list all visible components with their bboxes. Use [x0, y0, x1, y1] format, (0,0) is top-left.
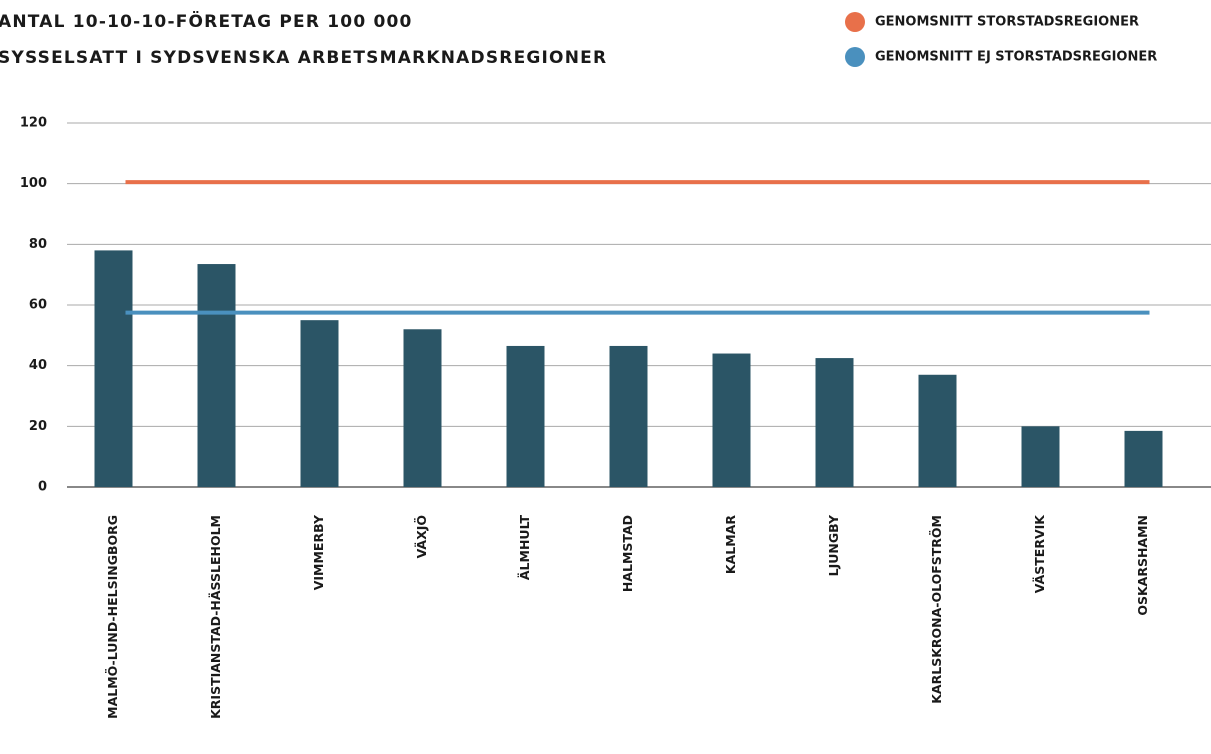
legend-marker: [845, 47, 865, 67]
bar: [815, 358, 854, 487]
y-tick-label: 20: [29, 419, 47, 434]
x-tick-label: KALMAR: [723, 515, 738, 574]
bar: [197, 264, 236, 487]
x-tick-label: ÄLMHULT: [517, 515, 532, 581]
y-tick-label: 80: [29, 237, 47, 252]
y-tick-label: 120: [20, 116, 47, 131]
chart-title: SYSSELSATT I SYDSVENSKA ARBETSMARKNADSRE…: [0, 48, 607, 68]
chart-title: ANTAL 10-10-10-FÖRETAG PER 100 000: [0, 10, 413, 32]
x-tick-label: KARLSKRONA-OLOFSTRÖM: [929, 515, 944, 704]
bar: [1021, 426, 1060, 487]
y-tick-label: 0: [38, 480, 47, 495]
bar: [403, 329, 442, 487]
y-tick-label: 40: [29, 358, 47, 373]
bar: [712, 353, 751, 487]
bar: [918, 374, 957, 487]
bar: [94, 250, 133, 487]
x-tick-label: LJUNGBY: [826, 514, 841, 576]
bar: [1124, 430, 1163, 487]
x-tick-label: VÄSTERVIK: [1032, 514, 1047, 594]
legend-label: GENOMSNITT EJ STORSTADSREGIONER: [875, 50, 1157, 65]
bar: [506, 345, 545, 487]
x-tick-label: KRISTIANSTAD-HÄSSLEHOLM: [208, 515, 223, 719]
x-tick-label: OSKARSHAMN: [1135, 515, 1150, 616]
bar: [300, 320, 339, 487]
y-tick-label: 60: [29, 298, 47, 313]
x-tick-label: VIMMERBY: [311, 514, 326, 590]
x-tick-label: MALMÖ-LUND-HELSINGBORG: [105, 515, 120, 719]
y-tick-label: 100: [20, 176, 47, 191]
x-tick-label: HALMSTAD: [620, 515, 635, 592]
bar: [609, 345, 648, 487]
legend-marker: [845, 12, 865, 32]
legend-label: GENOMSNITT STORSTADSREGIONER: [875, 15, 1139, 30]
x-tick-label: VÄXJÖ: [414, 515, 429, 558]
